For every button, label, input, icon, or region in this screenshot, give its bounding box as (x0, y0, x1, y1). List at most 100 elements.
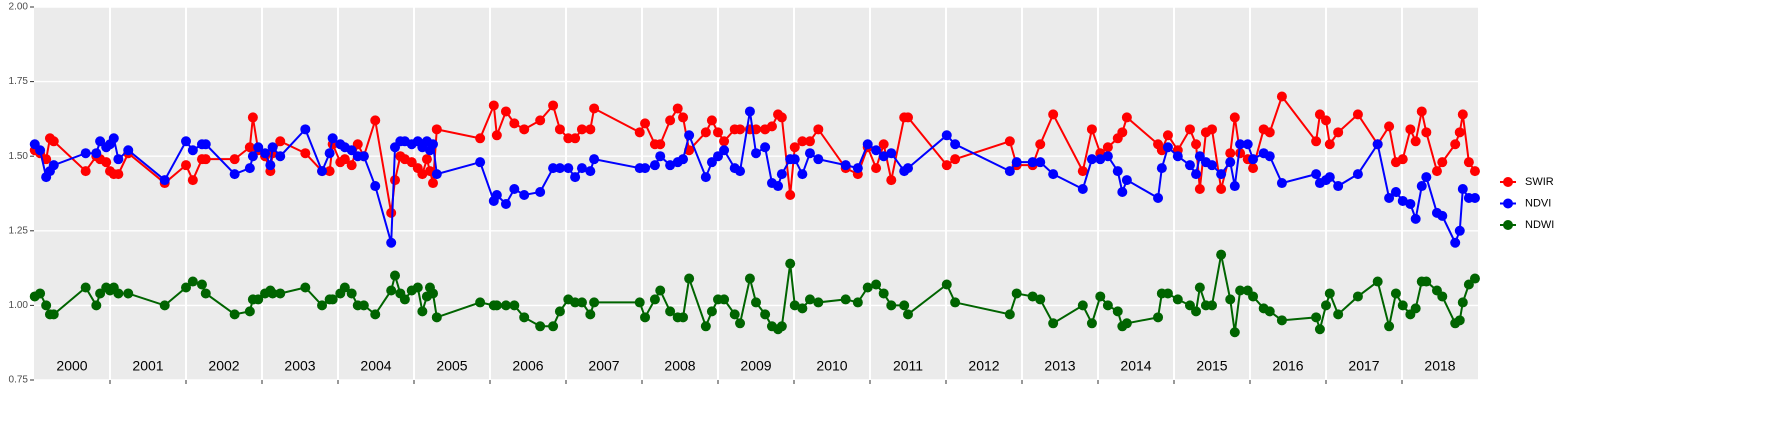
point (265, 160, 276, 171)
point (1311, 136, 1322, 147)
point (509, 300, 520, 311)
point (488, 100, 499, 111)
point (1421, 276, 1432, 287)
point (1184, 160, 1195, 171)
point (509, 118, 520, 129)
point (300, 124, 311, 135)
point (1077, 184, 1088, 195)
point (1311, 312, 1322, 323)
x-tick-label: 2012 (968, 358, 999, 374)
point (804, 294, 815, 305)
point (1457, 297, 1468, 308)
point (1324, 139, 1335, 150)
point (585, 124, 596, 135)
point (275, 136, 286, 147)
point (563, 163, 574, 174)
x-tick-label: 2005 (436, 358, 467, 374)
point (1035, 294, 1046, 305)
point (1153, 312, 1164, 323)
point (1048, 169, 1059, 180)
point (1216, 169, 1227, 180)
point (862, 139, 873, 150)
point (878, 139, 889, 150)
point (475, 157, 486, 168)
x-tick-label: 2015 (1196, 358, 1227, 374)
point (196, 279, 207, 290)
x-tick-label: 2001 (132, 358, 163, 374)
x-tick-label: 2017 (1348, 358, 1379, 374)
y-tick-label: 1.00 (9, 300, 29, 311)
point (187, 175, 198, 186)
point (634, 127, 645, 138)
point (776, 112, 787, 123)
point (640, 312, 651, 323)
y-tick-label: 2.00 (9, 2, 29, 13)
point (200, 139, 211, 150)
point (1469, 192, 1480, 203)
point (386, 207, 397, 218)
point (1410, 213, 1421, 224)
point (386, 285, 397, 296)
point (554, 124, 565, 135)
point (649, 160, 660, 171)
point (903, 112, 913, 123)
point (113, 169, 124, 180)
point (475, 297, 486, 308)
point (1457, 109, 1468, 120)
point (1235, 139, 1246, 150)
point (1450, 237, 1461, 248)
point (700, 127, 711, 138)
point (300, 282, 311, 293)
point (91, 300, 102, 311)
point (80, 148, 91, 159)
point (1077, 300, 1088, 311)
point (1416, 181, 1427, 192)
point (1121, 112, 1132, 123)
point (386, 237, 397, 248)
point (1264, 127, 1275, 138)
point (719, 294, 730, 305)
point (941, 160, 952, 171)
point (1384, 321, 1395, 332)
point (941, 279, 952, 290)
point (548, 321, 559, 332)
point (700, 321, 711, 332)
point (247, 151, 258, 162)
point (500, 198, 511, 209)
point (1333, 181, 1344, 192)
point (813, 297, 824, 308)
point (1162, 288, 1173, 299)
point (1469, 273, 1480, 284)
point (744, 273, 755, 284)
point (80, 282, 91, 293)
point (370, 181, 381, 192)
point (123, 288, 134, 299)
point (665, 115, 676, 126)
legend-marker (1503, 198, 1513, 209)
point (735, 124, 746, 135)
point (229, 309, 240, 320)
point (247, 112, 258, 123)
point (1416, 106, 1427, 117)
point (500, 300, 511, 311)
point (804, 136, 815, 147)
y-tick-label: 0.75 (9, 375, 29, 386)
point (744, 106, 755, 117)
point (766, 121, 777, 132)
point (48, 160, 59, 171)
point (1086, 154, 1097, 165)
point (1225, 157, 1236, 168)
point (941, 130, 952, 141)
point (1095, 154, 1106, 165)
point (1405, 198, 1416, 209)
point (903, 163, 913, 174)
point (500, 106, 511, 117)
point (1324, 288, 1335, 299)
point (852, 297, 863, 308)
point (181, 282, 191, 293)
point (108, 133, 119, 144)
point (589, 103, 600, 114)
point (159, 300, 170, 311)
x-tick-label: 2010 (816, 358, 847, 374)
point (1397, 195, 1408, 206)
